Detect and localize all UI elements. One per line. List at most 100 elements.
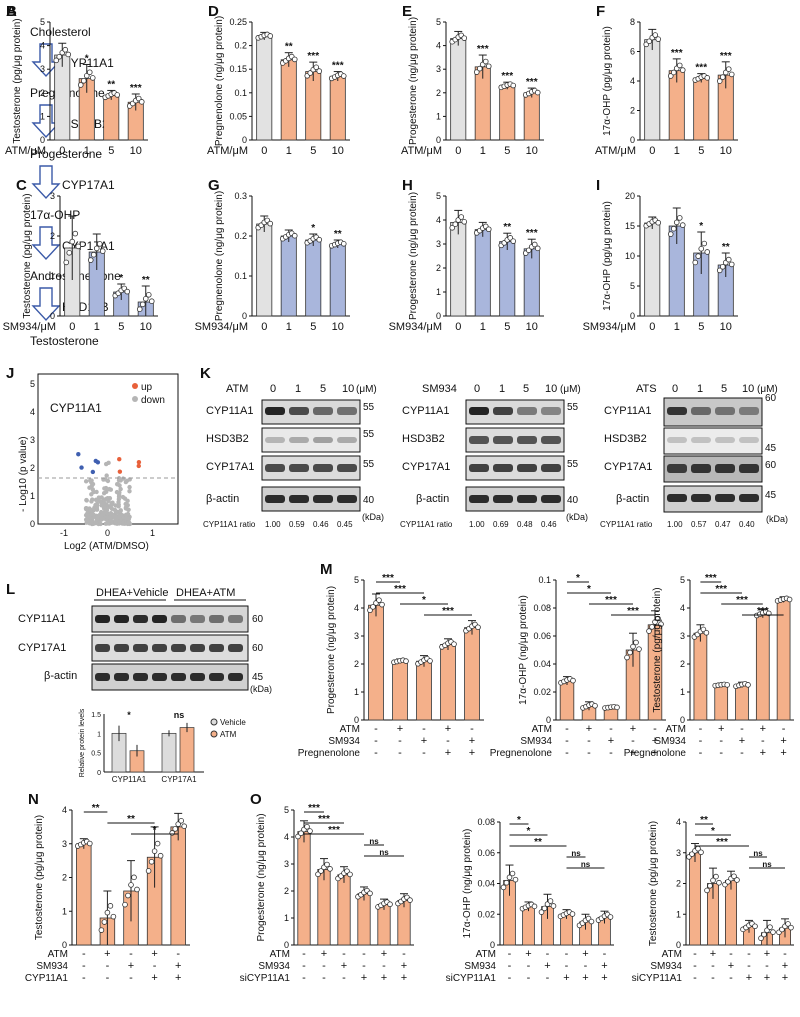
y-tick-label: 0	[284, 940, 289, 950]
data-point	[124, 288, 131, 295]
data-point	[98, 927, 105, 933]
ratio-value: 0.48	[517, 520, 533, 529]
volcano-point	[108, 487, 114, 492]
data-bar	[161, 732, 177, 773]
kda-marker: 55	[363, 402, 375, 413]
condition-sign: -	[693, 948, 697, 960]
y-tick-label: 0.05	[229, 111, 247, 121]
legend-up-dot	[132, 383, 138, 389]
data-point	[157, 852, 164, 859]
data-point	[658, 621, 664, 627]
data-point	[128, 882, 134, 888]
x-tick-label: 5	[310, 321, 316, 333]
condition-label: ATM	[340, 724, 360, 735]
western-blot-atm: ATM 0 1 5 10 (μM) CYP11A1 HSD3B2 CYP17A1…	[203, 383, 384, 529]
volcano-point	[126, 507, 131, 512]
condition-sign: -	[398, 747, 402, 759]
volcano-point	[107, 496, 113, 501]
data-point	[101, 919, 108, 925]
kda-marker: 40	[363, 495, 375, 506]
data-point	[376, 597, 382, 603]
data-point	[679, 67, 686, 73]
condition-label: SM934	[258, 961, 290, 972]
bracket-label: *	[517, 815, 521, 826]
data-point	[761, 931, 767, 938]
data-point	[786, 596, 793, 603]
x-tick-label: 0	[455, 145, 461, 157]
data-point	[316, 68, 323, 74]
data-point	[503, 879, 510, 886]
data-point	[569, 911, 576, 917]
x-tick-label: 10	[720, 145, 732, 157]
condition-sign: -	[740, 723, 744, 735]
x-axis-label: ATM/μM	[401, 145, 442, 157]
protein-band	[517, 436, 537, 444]
ratio-label: CYP11A1 ratio	[203, 520, 256, 529]
condition-sign: -	[422, 747, 426, 759]
data-point	[473, 69, 480, 75]
volcano-point	[101, 477, 106, 482]
y-tick-label: 2	[676, 879, 681, 889]
protein-band	[337, 407, 357, 415]
condition-sign: -	[322, 960, 326, 972]
legend-up-label: up	[141, 382, 153, 393]
protein-band	[691, 464, 711, 473]
volcano-point	[91, 489, 96, 495]
data-point	[476, 65, 483, 72]
significance-mark: ***	[526, 228, 538, 239]
protein-band	[739, 407, 759, 415]
y-tick-label: 0.02	[533, 687, 551, 697]
y-axis-label: 17α-OHP (ng/μg protein)	[462, 829, 473, 939]
x-axis-label: ATM/μM	[207, 145, 248, 157]
data-point	[77, 82, 84, 88]
data-bar	[693, 632, 708, 721]
volcano-ytick: 1	[30, 491, 35, 501]
protein-band	[493, 464, 513, 472]
volcano-point	[104, 502, 109, 507]
data-point	[461, 35, 468, 41]
y-tick-label: 4	[284, 832, 289, 842]
data-point	[452, 221, 459, 228]
data-point	[614, 704, 620, 711]
data-point	[403, 658, 409, 664]
bracket-label: ns	[762, 860, 772, 869]
volcano-point	[104, 507, 110, 513]
y-tick-label: 4	[354, 603, 359, 613]
condition-sign: -	[729, 972, 733, 984]
data-point	[670, 225, 677, 232]
data-point	[716, 879, 722, 886]
bracket-label: ***	[394, 584, 406, 595]
data-bar	[474, 229, 491, 317]
data-point	[291, 232, 298, 239]
significance-mark: *	[311, 223, 315, 234]
condition-sign: -	[322, 972, 326, 984]
conc-unit: (μM)	[757, 384, 778, 395]
bracket-label: ***	[308, 803, 320, 814]
significance-mark: ***	[332, 61, 344, 72]
data-point	[63, 259, 70, 266]
panel-label: N	[28, 791, 39, 808]
data-bar	[693, 77, 710, 141]
y-tick-label: 3	[354, 631, 359, 641]
group-label: DHEA+Vehicle	[96, 587, 168, 599]
volcano-xlabel: Log2 (ATM/DMSO)	[64, 541, 149, 552]
bracket-label: ***	[716, 837, 728, 848]
blot-l-bands	[95, 615, 243, 681]
data-point	[734, 877, 740, 883]
y-axis-label: Testosterone (pg/μg protein)	[648, 821, 659, 946]
condition-sign: -	[693, 972, 697, 984]
condition-sign: +	[764, 948, 770, 960]
volcano-point	[114, 489, 120, 495]
data-bar	[522, 906, 535, 946]
data-bar	[776, 599, 791, 721]
condition-sign: -	[565, 747, 569, 759]
volcano-ylabel: - Log10 (p value)	[18, 436, 29, 512]
kda-unit: (kDa)	[362, 512, 384, 522]
y-tick-label: 2	[284, 886, 289, 896]
conc-unit: (μM)	[560, 384, 581, 395]
y-tick-label: 0	[680, 715, 685, 725]
condition-sign: -	[382, 960, 386, 972]
protein-band	[541, 464, 561, 472]
ratio-value: 0.47	[715, 520, 731, 529]
